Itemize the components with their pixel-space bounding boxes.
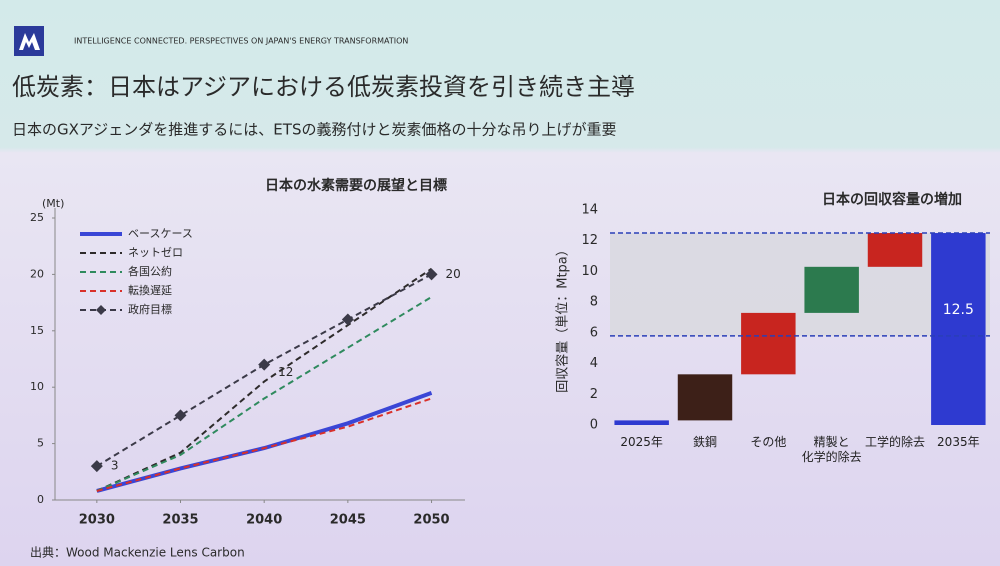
data-label: 3 [111, 459, 119, 473]
point-marker [174, 409, 187, 422]
bar [741, 312, 796, 375]
bar [931, 233, 986, 425]
y-tick-label: 14 [581, 203, 598, 218]
y-tick-label: 10 [30, 380, 44, 393]
source: 出典：Wood Mackenzie Lens Carbon [30, 546, 245, 560]
logo [14, 26, 44, 56]
y-tick-label: 15 [30, 324, 44, 337]
y-tick-label: 6 [590, 325, 598, 340]
y-axis-label: 回収容量（単位：Mtpa） [555, 243, 571, 393]
x-tick-label: 2050 [413, 513, 449, 528]
legend-label: 転換遅延 [128, 284, 172, 297]
x-tick-label: 2035 [162, 513, 198, 528]
legend-label: ネットゼロ [128, 246, 183, 259]
data-label: 12 [278, 365, 293, 379]
series-line [96, 296, 433, 492]
x-tick-label: 2045 [330, 513, 366, 528]
point-marker [258, 358, 271, 371]
y-tick-label: 0 [590, 418, 598, 433]
x-tick-label: 鉄鋼 [692, 435, 717, 449]
chart-title: 日本の水素需要の展望と目標 [265, 177, 447, 194]
legend-label: 政府目標 [128, 302, 172, 316]
data-label: 20 [446, 267, 461, 281]
series-line [96, 390, 433, 493]
y-tick-label: 0 [37, 493, 44, 506]
point-marker [341, 313, 354, 326]
bar [677, 374, 733, 421]
x-tick-label: 工学的除去 [864, 435, 925, 449]
bar [614, 420, 669, 425]
series-line [96, 397, 432, 492]
data-label: 12.5 [943, 302, 974, 318]
slide-subtitle: 日本のGXアジェンダを推進するには、ETSの義務付けと炭素価格の十分な吊り上げが… [12, 121, 616, 139]
y-axis-label: (Mt) [42, 197, 64, 210]
y-tick-label: 20 [30, 267, 44, 280]
bar [804, 266, 859, 313]
series-line [96, 267, 433, 492]
y-tick-label: 2 [590, 387, 598, 402]
legend-label: ベースケース [128, 227, 193, 240]
legend-label: 各国公約 [128, 264, 172, 278]
chart-title: 日本の回収容量の増加 [822, 191, 962, 208]
x-tick-label: 2030 [79, 513, 115, 528]
y-tick-label: 5 [37, 437, 44, 450]
point-marker [90, 460, 103, 473]
y-tick-label: 10 [581, 264, 598, 279]
logo-mark [19, 33, 40, 50]
y-tick-label: 4 [590, 356, 598, 371]
bar [867, 233, 923, 267]
slide-title: 低炭素：日本はアジアにおける低炭素投資を引き続き主導 [12, 73, 635, 101]
y-tick-label: 25 [30, 211, 44, 224]
y-tick-label: 8 [590, 295, 598, 310]
reference-band [610, 233, 990, 336]
point-marker [425, 268, 438, 281]
x-tick-label: 2035年 [937, 435, 980, 449]
tagline: INTELLIGENCE CONNECTED. PERSPECTIVES ON … [74, 37, 408, 46]
x-tick-label: その他 [750, 435, 787, 449]
x-tick-label: 精製と 化学的除去 [801, 435, 862, 464]
legend-marker [96, 305, 106, 315]
x-tick-label: 2040 [246, 513, 282, 528]
y-tick-label: 12 [581, 233, 598, 248]
x-tick-label: 2025年 [620, 435, 663, 449]
